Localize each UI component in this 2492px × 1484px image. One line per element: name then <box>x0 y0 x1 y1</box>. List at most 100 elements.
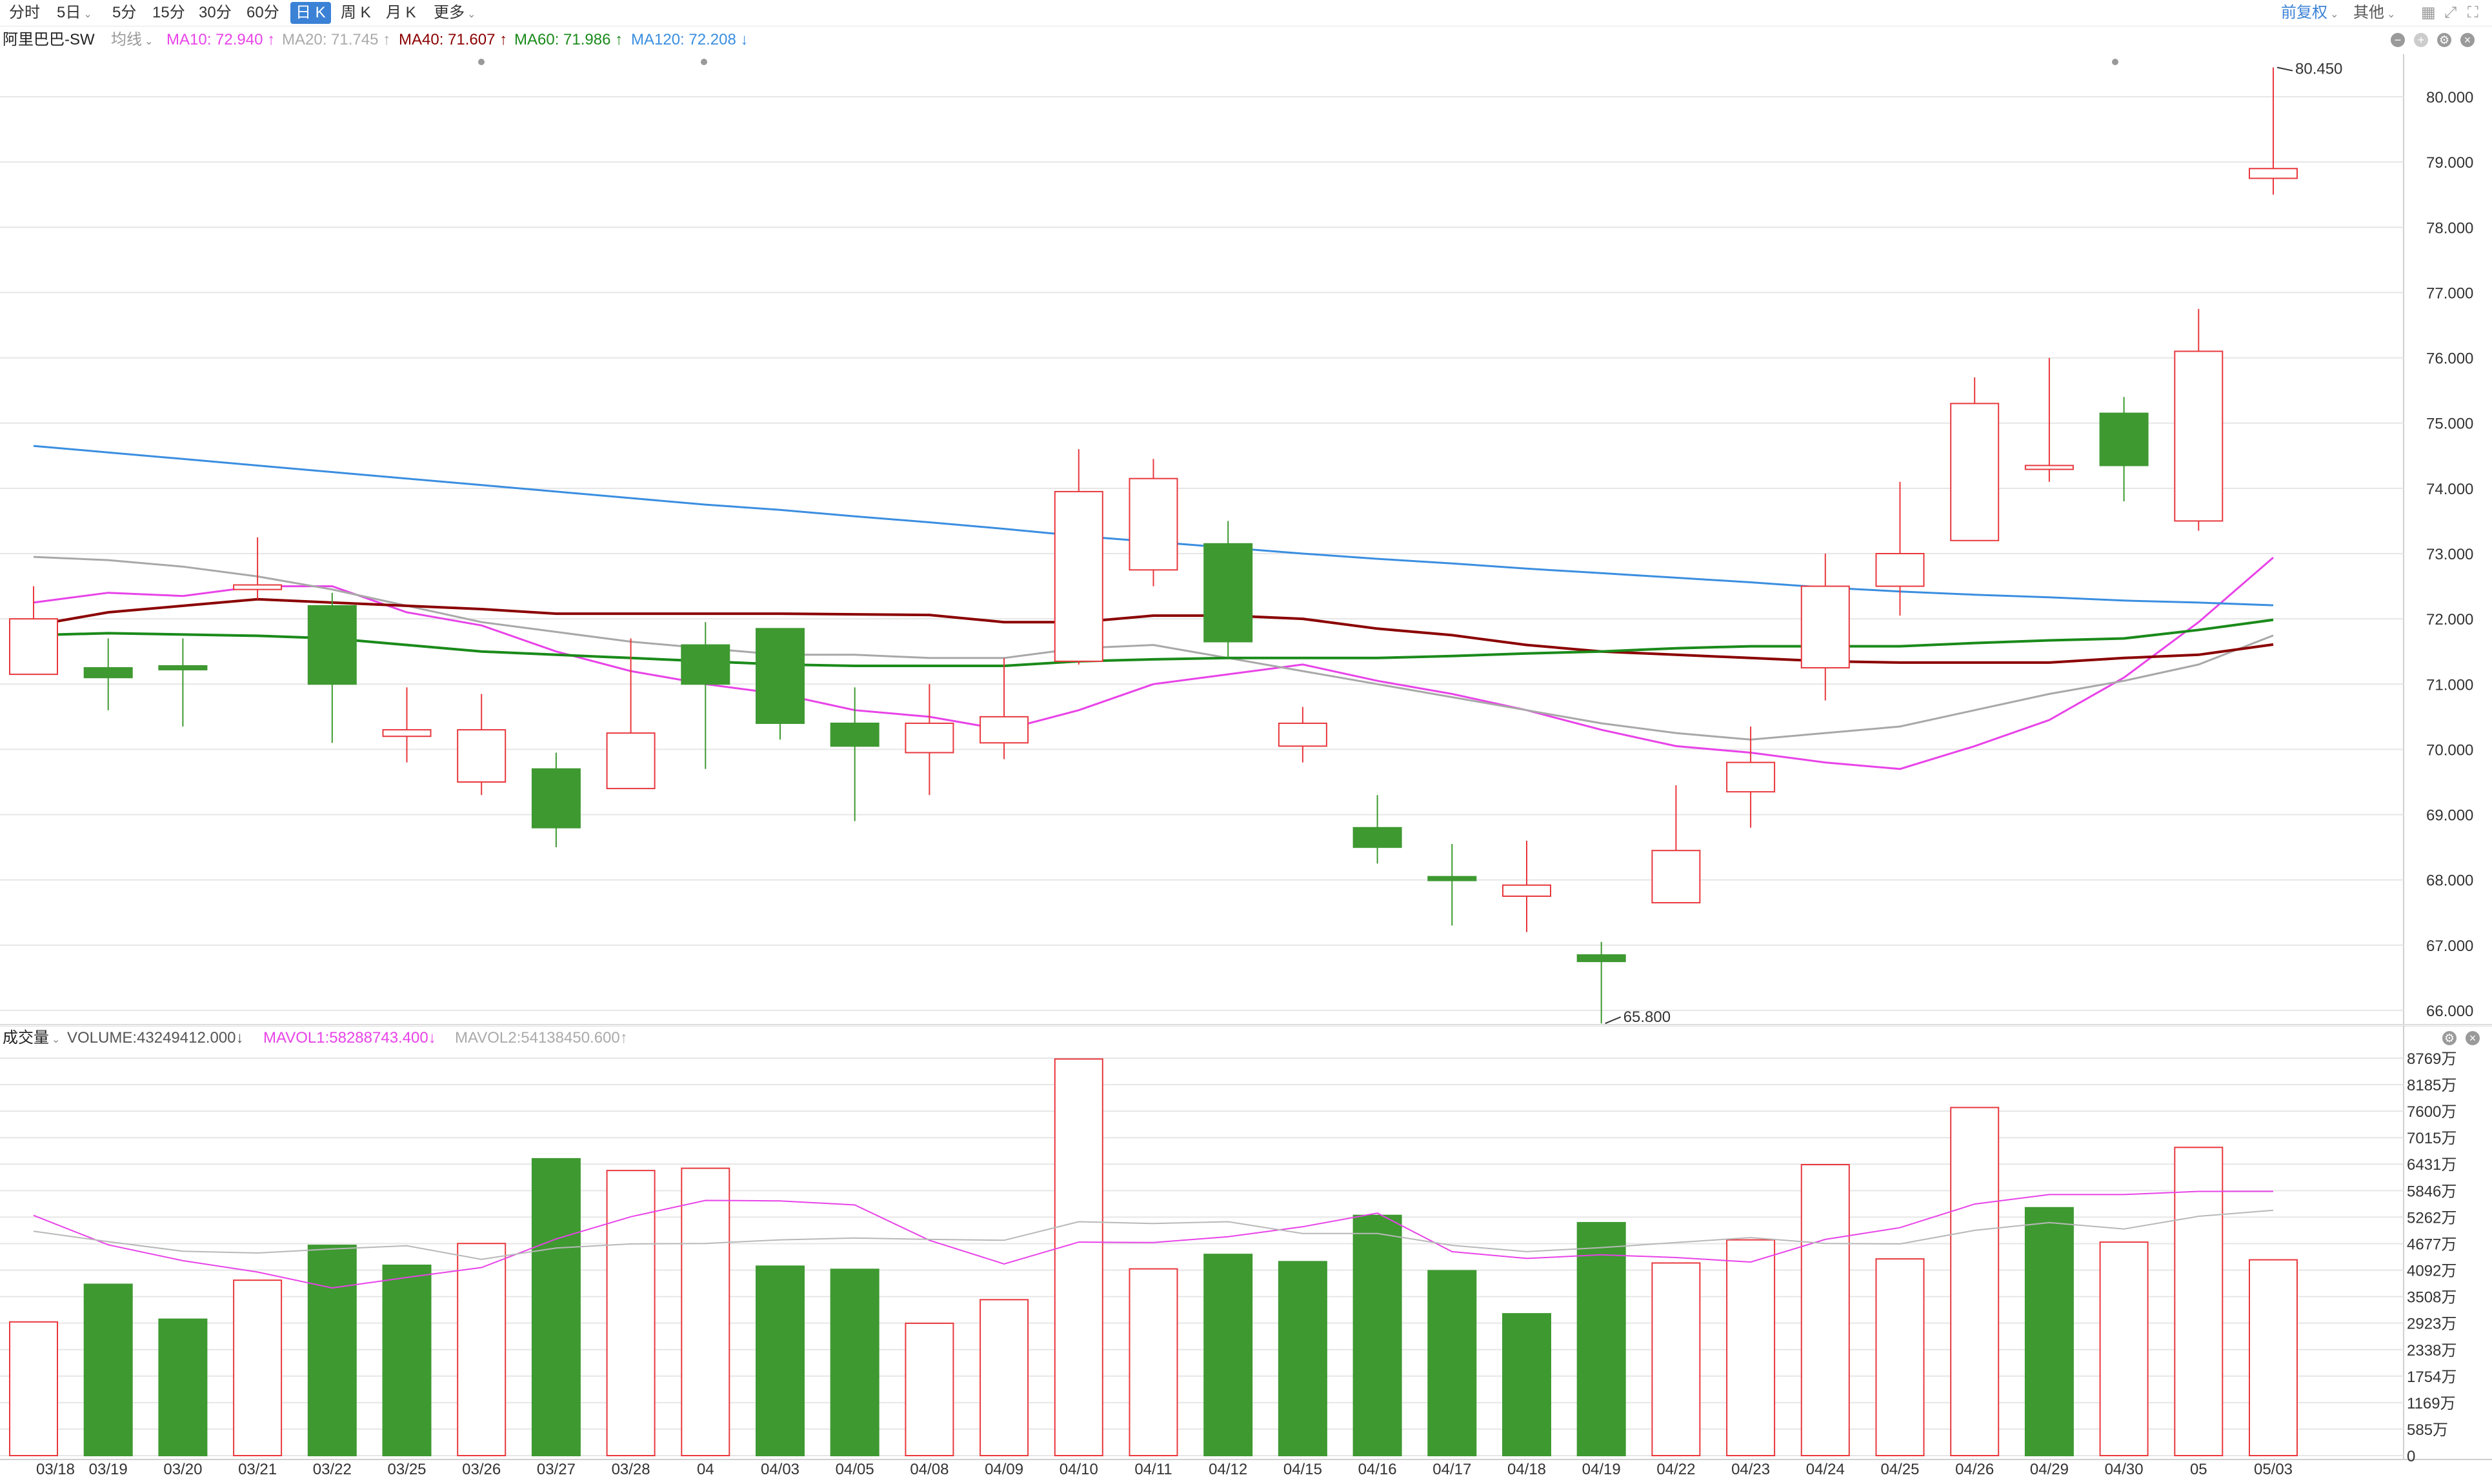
adjust-selector[interactable]: 前复权 ⌄ <box>2281 4 2339 21</box>
mavol1-line <box>33 1190 2273 1289</box>
tab-period-8[interactable]: 月 K <box>386 4 416 21</box>
chevron-down-icon: ⌄ <box>2387 9 2396 20</box>
ma60-value: MA60: 71.986 ↑ <box>514 31 623 48</box>
volume-tick-label: 8185万 <box>2407 1077 2457 1094</box>
candle-body <box>1651 850 1701 904</box>
candle <box>1502 841 1551 932</box>
volume-tick-label: 3508万 <box>2407 1289 2457 1307</box>
candle-body <box>9 618 58 676</box>
chevron-down-icon: ⌄ <box>52 1034 61 1045</box>
close-icon[interactable]: × <box>2460 33 2475 47</box>
volume-bar <box>1203 1254 1253 1457</box>
volume-tick-label: 0 <box>2407 1448 2415 1465</box>
ma-line-ma20 <box>33 556 2274 741</box>
tab-period-4[interactable]: 30分 <box>199 4 232 21</box>
volume-bar <box>1278 1261 1327 1456</box>
candle <box>1875 481 1925 616</box>
volume-bar <box>307 1245 357 1456</box>
price-tick-label: 66.000 <box>2426 1003 2473 1020</box>
x-tick-label: 03/18 <box>36 1461 75 1478</box>
volume-bar <box>1129 1268 1178 1456</box>
fullscreen-icon[interactable]: ⛶ <box>2467 4 2478 21</box>
x-tick-label: 03/22 <box>313 1461 352 1478</box>
grid-icon[interactable]: ▦ <box>2421 4 2436 21</box>
volume-bar <box>1726 1239 1776 1456</box>
candle <box>1576 941 1626 1024</box>
close-icon[interactable]: × <box>2466 1031 2480 1045</box>
candle <box>681 622 730 769</box>
gear-icon[interactable]: ⚙ <box>2442 1031 2457 1045</box>
tab-period-7[interactable]: 周 K <box>341 4 371 21</box>
volume-bar <box>1651 1262 1701 1456</box>
volume-indicator-selector[interactable]: 成交量 ⌄ <box>3 1029 61 1047</box>
ma120-value: MA120: 72.208 ↓ <box>631 31 749 48</box>
candle <box>2099 397 2149 502</box>
candle-body <box>681 644 730 685</box>
tab-period-9[interactable]: 更多 ⌄ <box>434 4 476 21</box>
x-tick-label: 04/25 <box>1880 1461 1919 1478</box>
volume-tick-label: 2338万 <box>2407 1342 2457 1359</box>
volume-tick-label: 7600万 <box>2407 1103 2457 1121</box>
x-tick-label: 04/18 <box>1507 1461 1546 1478</box>
max-arrow <box>2276 66 2293 72</box>
price-tick-label: 72.000 <box>2426 611 2473 628</box>
x-tick-label: 04/19 <box>1582 1461 1621 1478</box>
candle-body <box>1800 585 1850 668</box>
volume-bar <box>980 1299 1029 1457</box>
tab-period-6[interactable]: 日 K <box>290 2 331 24</box>
candle-body <box>158 665 208 670</box>
tab-period-2[interactable]: 5分 <box>112 4 137 21</box>
expand-icon[interactable]: ⤢ <box>2444 4 2457 21</box>
max-price-label: 80.450 <box>2295 60 2342 77</box>
chevron-down-icon: ⌄ <box>145 36 154 47</box>
volume-bar <box>1427 1270 1477 1457</box>
volume-tick-label: 4677万 <box>2407 1236 2457 1253</box>
ma-line-ma120 <box>33 445 2274 607</box>
x-tick-label: 03/27 <box>537 1461 576 1478</box>
candle <box>606 638 656 790</box>
candle-body <box>1726 761 1776 793</box>
tab-period-3[interactable]: 15分 <box>152 4 185 21</box>
tab-period-5[interactable]: 60分 <box>246 4 279 21</box>
other-selector[interactable]: 其他 ⌄ <box>2353 4 2396 21</box>
chevron-down-icon: ⌄ <box>2330 9 2339 20</box>
x-tick-label: 04/11 <box>1134 1461 1172 1478</box>
x-tick-label: 03/21 <box>238 1461 277 1478</box>
volume-bar <box>1502 1313 1551 1457</box>
x-tick-label: 04/12 <box>1209 1461 1247 1478</box>
min-price-label: 65.800 <box>1623 1008 1671 1026</box>
volume-tick-label: 7015万 <box>2407 1130 2457 1147</box>
minimize-icon[interactable]: − <box>2391 33 2405 47</box>
tab-period-0[interactable]: 分时 <box>9 4 40 21</box>
volume-tick-label: 4092万 <box>2407 1263 2457 1280</box>
gear-icon[interactable]: ⚙ <box>2437 33 2451 47</box>
candle-body <box>1950 403 2000 541</box>
candle-body <box>1203 543 1253 643</box>
volume-tick-label: 5262万 <box>2407 1209 2457 1227</box>
x-tick-label: 03/25 <box>387 1461 426 1478</box>
tab-period-1[interactable]: 5日 ⌄ <box>57 4 92 21</box>
chevron-down-icon: ⌄ <box>467 9 476 20</box>
avg-line-selector[interactable]: 均线 ⌄ <box>111 31 154 48</box>
ma-line-ma60 <box>33 618 2274 667</box>
candle-body <box>2174 350 2224 522</box>
mavol1-value: MAVOL1:58288743.400↓ <box>263 1029 436 1047</box>
price-tick-label: 68.000 <box>2426 872 2473 890</box>
maximize-icon[interactable]: + <box>2414 33 2428 47</box>
candle <box>1352 795 1402 864</box>
candle-body <box>606 732 656 790</box>
x-tick-label: 03/19 <box>89 1461 128 1478</box>
volume-bar <box>2249 1259 2298 1457</box>
volume-bar <box>1950 1107 2000 1456</box>
price-tick-label: 69.000 <box>2426 807 2473 825</box>
marker-dot <box>701 59 707 65</box>
x-tick-label: 03/26 <box>462 1461 501 1478</box>
volume-bar <box>905 1322 954 1457</box>
candle <box>756 628 805 740</box>
price-tick-label: 79.000 <box>2426 154 2473 172</box>
ma10-value: MA10: 72.940 ↑ <box>166 31 276 48</box>
candle <box>980 657 1029 759</box>
volume-bar <box>756 1265 805 1456</box>
candle <box>1726 727 1776 828</box>
